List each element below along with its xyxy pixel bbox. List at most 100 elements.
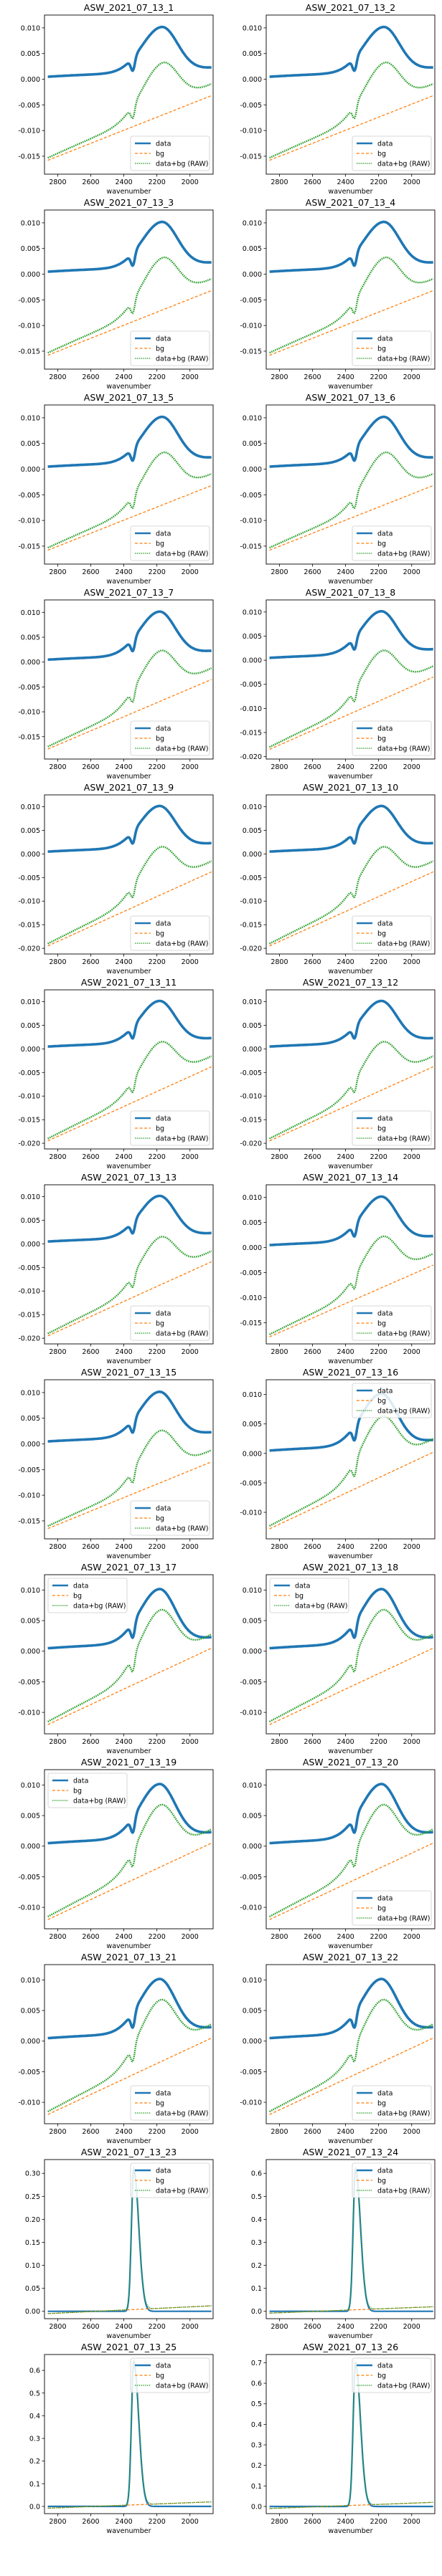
y-tick-label: -0.005 [18, 2069, 40, 2076]
x-tick-label: 2200 [149, 1933, 166, 1941]
y-tick-label: -0.010 [240, 1093, 262, 1101]
series-data-line [268, 1195, 434, 1246]
legend-label: data+bg (RAW) [377, 940, 430, 948]
chart-title: ASW_2021_07_13_22 [303, 1952, 398, 1962]
legend-label: data+bg (RAW) [377, 550, 430, 558]
x-tick-label: 2800 [271, 1348, 288, 1356]
x-tick-label: 2600 [304, 1153, 321, 1161]
legend: data bg data+bg (RAW) [352, 525, 432, 561]
legend-label: data+bg (RAW) [377, 356, 430, 363]
series-data-line [268, 220, 434, 273]
x-tick-label: 2000 [182, 2128, 199, 2136]
legend-label: data [377, 2090, 392, 2098]
axes-frame [44, 404, 214, 565]
x-tick-label: 2200 [370, 2128, 387, 2136]
x-tick-label: 2000 [182, 958, 199, 966]
plot-area [47, 1783, 212, 1920]
y-tick-label: 0.005 [243, 633, 262, 641]
legend: data bg data+bg (RAW) [352, 720, 432, 756]
x-axis-label: wavenumber [328, 578, 372, 586]
x-tick-label: 2000 [182, 2323, 199, 2331]
axes-frame [44, 1769, 214, 1929]
y-tick-label: -0.005 [240, 1874, 262, 1881]
x-tick-label: 2200 [370, 373, 387, 381]
legend-label: bg [377, 735, 386, 743]
x-tick-label: 2600 [82, 1738, 99, 1746]
y-tick-label: -0.005 [18, 492, 40, 500]
x-tick-label: 2200 [370, 1543, 387, 1551]
legend-label: bg [377, 1320, 386, 1328]
y-tick-label: -0.005 [18, 1679, 40, 1687]
x-axis-label: wavenumber [328, 2137, 372, 2145]
x-tick-label: 2000 [182, 373, 199, 381]
legend-label: data+bg (RAW) [377, 1915, 430, 1923]
legend: data bg data+bg (RAW) [130, 2357, 210, 2393]
series-bg-line [269, 1842, 433, 1920]
y-tick-label: 0.6 [251, 2170, 262, 2178]
x-tick-label: 2000 [403, 1153, 420, 1161]
x-tick-label: 2000 [403, 1543, 420, 1551]
axes-frame [265, 599, 436, 760]
legend: data bg data+bg (RAW) [352, 135, 432, 171]
series-bg-line [47, 2037, 212, 2115]
x-tick-label: 2400 [115, 1348, 132, 1356]
legend-box [352, 2162, 432, 2198]
y-tick-label: -0.010 [240, 517, 262, 525]
legend-label: bg [377, 2177, 386, 2185]
axes-frame [44, 1184, 214, 1345]
chart-panel: ASW_2021_07_13_12 wavenumber 2800 2600 2400 2… [240, 977, 436, 1170]
y-tick-label: 0.000 [243, 1244, 262, 1252]
legend-label: bg [156, 2177, 164, 2185]
x-tick-label: 2800 [271, 373, 288, 381]
x-tick-label: 2600 [82, 958, 99, 966]
x-axis-label: wavenumber [106, 2137, 151, 2145]
plot-area [268, 1392, 434, 1530]
series-data-line [268, 1783, 434, 1845]
x-tick-label: 2600 [304, 373, 321, 381]
y-tick-label: 0.005 [21, 634, 40, 642]
x-axis-label: wavenumber [106, 1552, 151, 1560]
x-tick-label: 2400 [115, 1153, 132, 1161]
y-tick-label: -0.015 [18, 348, 40, 356]
series-bg-line [269, 2037, 433, 2115]
y-tick-label: 0.000 [243, 271, 262, 279]
x-tick-label: 2800 [271, 2518, 288, 2526]
series-raw-line [269, 1608, 434, 1723]
y-tick-label: 0.005 [21, 440, 40, 448]
series-data-line [47, 610, 212, 662]
x-tick-label: 2600 [304, 1543, 321, 1551]
plot-area [268, 999, 434, 1142]
legend: data bg data+bg (RAW) [352, 1305, 432, 1341]
x-tick-label: 2800 [49, 2128, 66, 2136]
x-tick-label: 2600 [82, 373, 99, 381]
y-tick-label: 0.000 [243, 851, 262, 859]
chart-panel: ASW_2021_07_13_22 wavenumber 2800 2600 2400 2… [240, 1952, 436, 2145]
legend-label: data+bg (RAW) [377, 161, 430, 168]
chart-panel: ASW_2021_07_13_11 wavenumber 2800 2600 2400 2… [18, 977, 214, 1170]
y-tick-label: 0.005 [21, 1813, 40, 1821]
x-tick-label: 2000 [403, 763, 420, 771]
y-tick-label: -0.015 [240, 1320, 262, 1327]
plot-area [268, 610, 434, 750]
chart-panel: ASW_2021_07_13_5 wavenumber 2800 2600 2400 22… [18, 392, 214, 586]
series-bg-line [47, 1842, 212, 1920]
y-tick-label: -0.005 [18, 1466, 40, 1474]
x-tick-label: 2800 [49, 178, 66, 186]
legend-box [130, 135, 210, 171]
axes-frame [265, 1574, 436, 1735]
x-tick-label: 2600 [304, 763, 321, 771]
y-tick-label: 0.5 [251, 2400, 262, 2408]
x-axis-label: wavenumber [328, 1747, 372, 1755]
legend: data bg data+bg (RAW) [130, 525, 210, 561]
x-tick-label: 2200 [370, 1348, 387, 1356]
y-tick-label: 0.4 [29, 2413, 40, 2420]
y-tick-label: -0.010 [18, 1492, 40, 1500]
series-data-line [47, 1194, 212, 1243]
x-tick-label: 2800 [49, 2518, 66, 2526]
series-raw-line [269, 61, 434, 159]
legend-label: data+bg (RAW) [377, 745, 430, 753]
y-tick-label: 0.000 [21, 1046, 40, 1054]
x-tick-label: 2000 [182, 1348, 199, 1356]
x-axis-label: wavenumber [328, 968, 372, 975]
plot-area [47, 999, 212, 1142]
